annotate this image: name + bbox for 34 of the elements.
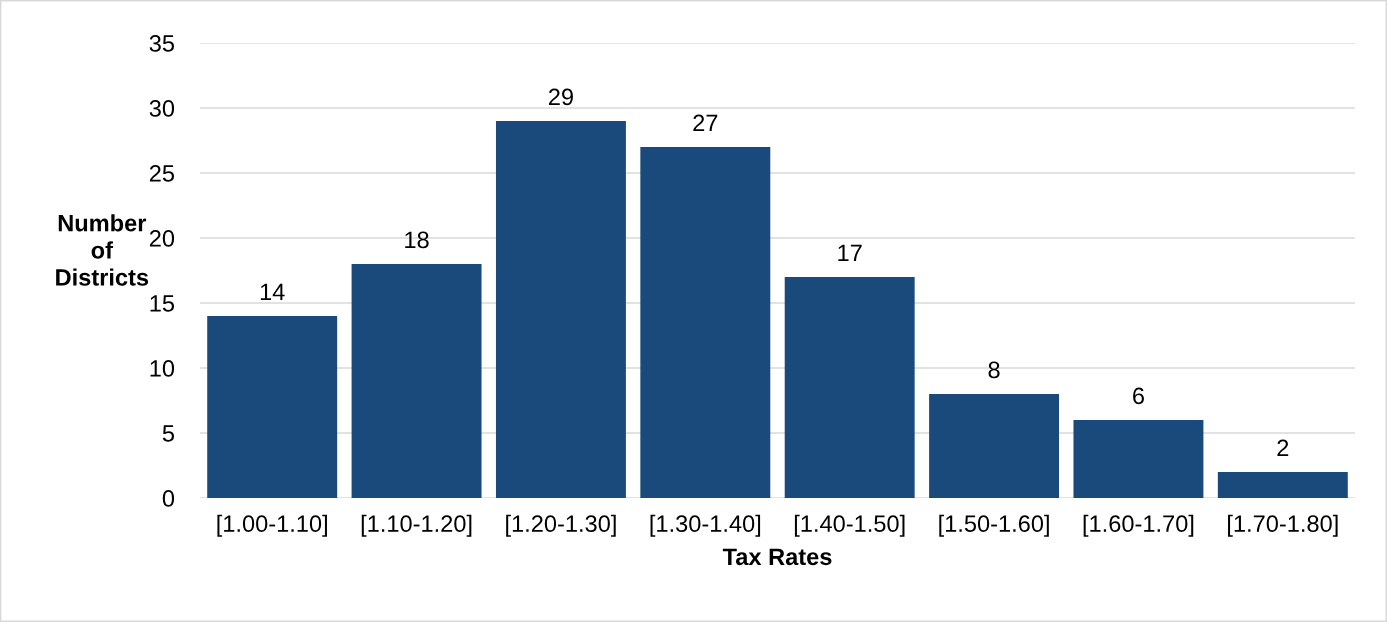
data-label: 14 (260, 283, 285, 300)
y-tick-label: 25 (149, 165, 175, 182)
y-tick-label: 20 (149, 230, 175, 247)
x-tick-label: [1.30-1.40] (650, 514, 761, 537)
x-axis-title: Tax Rates (722, 548, 832, 566)
y-tick-label: 5 (162, 425, 175, 442)
bar (929, 394, 1060, 498)
bar (495, 121, 626, 498)
x-tick-label: [1.60-1.70] (1083, 514, 1194, 537)
x-tick-label: [1.20-1.30] (506, 514, 616, 537)
x-tick-label: [1.00-1.10] (217, 514, 327, 537)
y-tick-label: 35 (149, 35, 175, 52)
bar (1217, 472, 1348, 498)
x-tick-label: [1.70-1.80] (1228, 514, 1338, 537)
bar (351, 264, 482, 498)
data-label: 8 (988, 361, 1000, 379)
data-label: 2 (1277, 439, 1289, 456)
x-tick-label: [1.10-1.20] (361, 514, 472, 537)
x-tick-label: [1.40-1.50] (794, 514, 905, 537)
data-label: 18 (405, 231, 429, 249)
bar (640, 147, 771, 498)
bar (784, 277, 915, 498)
y-tick-label: 30 (149, 100, 175, 117)
y-tick-label: 0 (162, 490, 175, 507)
y-tick-label: 10 (150, 360, 175, 377)
y-tick-label: 15 (150, 295, 175, 312)
y-axis-title: Number of Districts (56, 214, 149, 286)
data-label: 6 (1133, 387, 1144, 405)
data-label: 27 (693, 114, 718, 131)
x-tick-label: [1.50-1.60] (939, 514, 1049, 537)
data-label: 17 (838, 244, 862, 261)
bar (1073, 420, 1204, 498)
bar (207, 316, 338, 498)
data-label: 29 (549, 88, 573, 106)
